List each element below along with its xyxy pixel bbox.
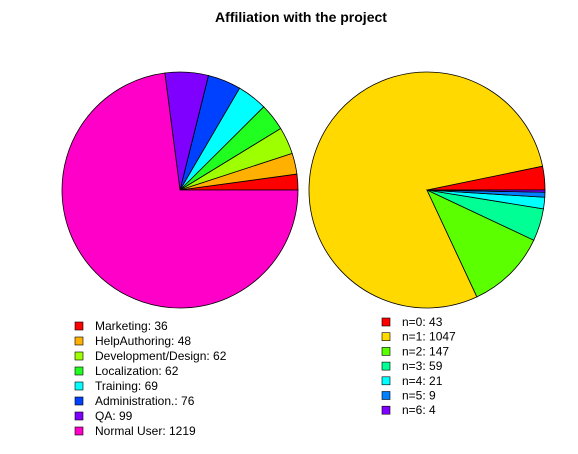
legend2-swatch-3 — [381, 361, 391, 371]
legend1-swatch-3 — [74, 366, 84, 376]
legend1-swatch-5 — [74, 396, 84, 406]
legend2-label-4: n=4: 21 — [402, 374, 443, 388]
legend1-swatch-7 — [74, 426, 84, 436]
legend1-swatch-1 — [74, 336, 84, 346]
legend2-swatch-5 — [381, 391, 391, 400]
legend2-swatch-4 — [381, 376, 391, 386]
legend2-label-2: n=2: 147 — [402, 344, 449, 358]
chart-title: Affiliation with the project — [215, 9, 387, 25]
legend2-swatch-2 — [381, 347, 391, 356]
legend2-label-6: n=6: 4 — [402, 403, 436, 417]
pie2-slice-2 — [426, 189, 535, 298]
pie1-slice-7 — [61, 72, 299, 309]
legend2-swatch-1 — [381, 332, 391, 342]
legend1-swatch-6 — [74, 411, 84, 421]
pies-group — [61, 71, 546, 309]
legend1-label-7: Normal User: 1219 — [95, 424, 196, 438]
legend2-label-0: n=0: 43 — [402, 315, 443, 329]
legend2-swatch-0 — [381, 317, 391, 327]
legend1-label-3: Localization: 62 — [95, 364, 179, 378]
pie2-slice-6 — [426, 189, 546, 193]
legend1-label-6: QA: 99 — [95, 409, 133, 423]
legend2-label-1: n=1: 1047 — [402, 330, 456, 344]
legend1-swatch-0 — [74, 321, 84, 331]
legend1-swatch-2 — [74, 351, 84, 361]
legend2-label-3: n=3: 59 — [402, 359, 443, 373]
legend2-label-5: n=5: 9 — [402, 389, 436, 403]
legend1-label-5: Administration.: 76 — [95, 394, 195, 408]
legend1-label-1: HelpAuthoring: 48 — [95, 334, 191, 348]
pie2-slice-1 — [308, 71, 544, 309]
legend1-label-0: Marketing: 36 — [95, 319, 168, 333]
legend2-swatch-6 — [381, 405, 391, 415]
legend1-swatch-4 — [74, 381, 84, 391]
legend1-label-2: Development/Design: 62 — [95, 349, 227, 363]
legend1-label-4: Training: 69 — [95, 379, 158, 393]
